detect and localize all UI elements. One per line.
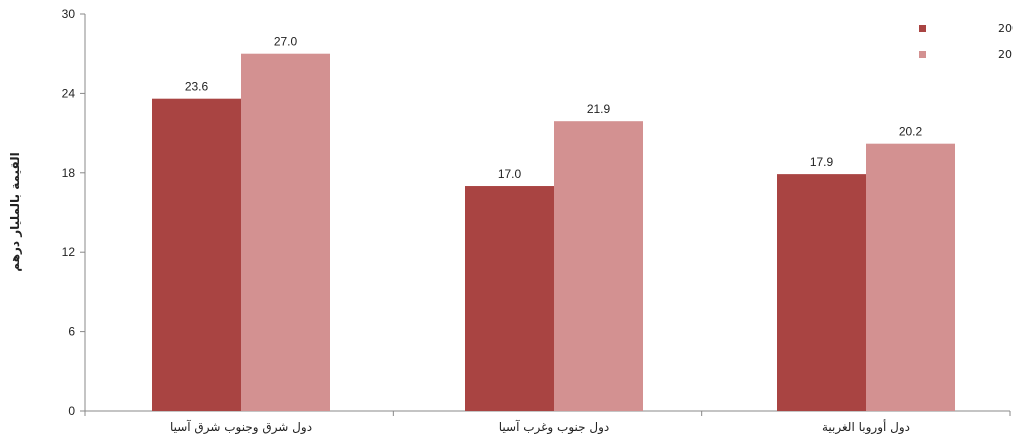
legend-label-2010: الربع الثالث 2010 [998,48,1013,61]
bar-2010-1 [241,53,330,411]
data-label: 21.9 [587,102,611,116]
bar-2009-1 [152,98,241,412]
data-label: 17.9 [810,155,834,169]
y-tick-label: 0 [68,404,75,418]
data-label: 17.0 [498,167,522,181]
data-label: 20.2 [899,125,923,139]
legend-swatch-2010 [919,51,926,58]
y-tick-label: 6 [68,325,75,339]
data-labels-group: 23.6 17.0 17.9 27.0 21.9 20.2 [185,35,923,181]
y-axis-ticks: 0 6 12 18 24 30 [62,7,85,418]
legend: الربع الثالث 2009 الربع الثالث 2010 [919,22,1013,61]
y-tick-label: 18 [62,166,76,180]
data-label: 23.6 [185,80,209,94]
category-label: دول شرق وجنوب شرق آسيا [170,419,312,435]
data-label: 27.0 [274,35,298,49]
y-tick-label: 12 [62,245,76,259]
legend-label-2009: الربع الثالث 2009 [998,22,1013,35]
bar-2009-3 [777,174,866,411]
category-label: دول أوروبا الغربية [822,419,910,435]
bar-2010-3 [866,143,955,412]
bar-2010-2 [554,121,643,411]
bars-group [152,53,955,412]
y-axis-title: القيمة بالمليار درهم [8,152,22,271]
category-label: دول جنوب وغرب آسيا [499,419,610,435]
y-tick-label: 24 [62,86,76,100]
bar-2009-2 [465,186,554,411]
x-axis-ticks [84,411,1011,416]
legend-swatch-2009 [919,25,926,32]
y-tick-label: 30 [62,7,76,21]
category-labels-group: دول شرق وجنوب شرق آسيا دول جنوب وغرب آسيا… [170,419,910,435]
